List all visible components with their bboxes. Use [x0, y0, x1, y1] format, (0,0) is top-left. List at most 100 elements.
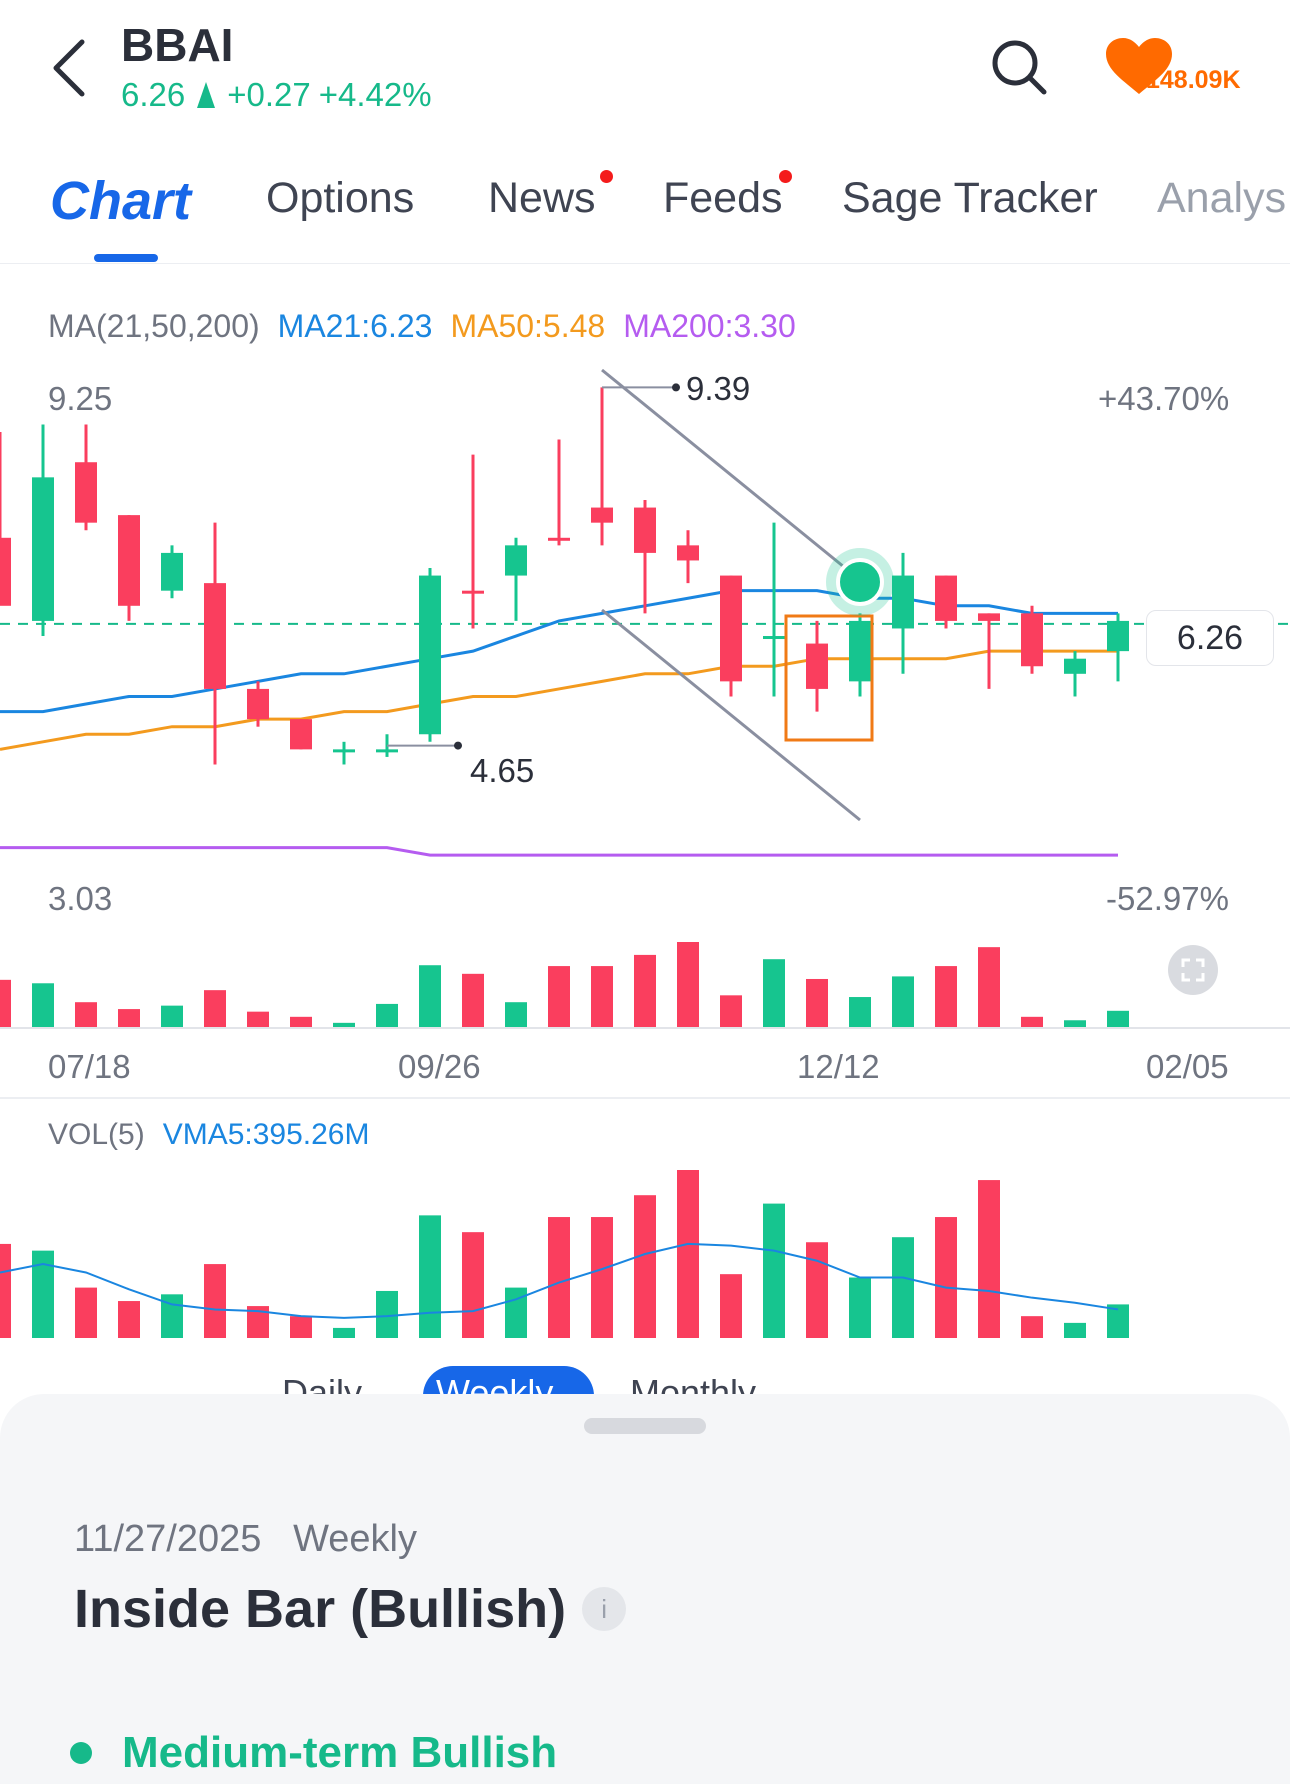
ticker-symbol: BBAI — [121, 19, 234, 71]
signal-marker — [836, 558, 884, 606]
feeds-badge — [779, 170, 792, 183]
inside-bar-highlight — [784, 614, 874, 742]
mini-volume-bar — [677, 942, 699, 1028]
tab-bar: Chart Options News Feeds Sage Tracker An… — [0, 150, 1290, 264]
price-change-pct: +4.42% — [318, 76, 432, 113]
candle-body — [161, 552, 183, 591]
mini-volume-bar — [892, 976, 914, 1028]
volume-bar — [32, 1250, 54, 1338]
mini-volume-bar — [0, 979, 11, 1028]
volume-bar — [462, 1232, 484, 1338]
mini-volume-bar — [935, 966, 957, 1028]
candle-body — [935, 575, 957, 621]
ma200-value: MA200:3.30 — [623, 308, 796, 344]
volume-bar — [118, 1301, 140, 1338]
volume-bar — [247, 1306, 269, 1338]
mini-volume-bar — [1064, 1020, 1086, 1028]
pattern-date: 11/27/2025 — [74, 1518, 262, 1560]
tab-news[interactable]: News — [488, 174, 596, 222]
pattern-bottom-sheet: 11/27/2025 Weekly Inside Bar (Bullish) i… — [0, 1394, 1290, 1784]
price-change: +0.27 — [227, 76, 311, 113]
volume-bar — [1021, 1316, 1043, 1338]
mini-volume-bar — [333, 1022, 355, 1028]
price-quote: 6.26 +0.27 +4.42% — [121, 76, 432, 114]
candle-body — [0, 537, 11, 606]
pattern-date-line: 11/27/2025 Weekly — [74, 1518, 417, 1561]
bias-dot-icon — [70, 1742, 92, 1764]
volume-bar — [161, 1294, 183, 1338]
mini-volume-bar — [204, 990, 226, 1028]
ma50-line — [0, 649, 1118, 751]
volume-bar — [548, 1217, 570, 1338]
vma5-line — [0, 1242, 1119, 1319]
heart-icon — [1106, 38, 1172, 94]
volume-bar — [290, 1316, 312, 1338]
back-arrow-icon[interactable] — [48, 36, 92, 100]
active-tab-indicator — [94, 254, 158, 262]
trendline-lower — [601, 608, 861, 822]
volume-bar — [677, 1170, 699, 1338]
tab-sage-tracker[interactable]: Sage Tracker — [842, 174, 1098, 222]
sheet-drag-handle[interactable] — [584, 1418, 706, 1434]
volume-bar — [0, 1243, 11, 1338]
tab-chart[interactable]: Chart — [50, 171, 192, 231]
candle-body — [978, 613, 1000, 621]
candle-body — [763, 636, 785, 640]
header: BBAI 6.26 +0.27 +4.42% 148.09K — [0, 0, 1290, 130]
mini-volume-bar — [978, 947, 1000, 1028]
candle-body — [634, 507, 656, 553]
mini-volume-bar — [462, 973, 484, 1028]
price-axis-low: 3.03 — [48, 880, 113, 917]
volume-bar — [591, 1217, 613, 1338]
candle-body — [419, 575, 441, 735]
pct-axis-high: +43.70% — [1098, 380, 1230, 417]
ma200-line — [0, 846, 1118, 857]
volume-bar — [978, 1180, 1000, 1338]
mini-volume-bar — [806, 978, 828, 1028]
candle-body — [376, 749, 398, 753]
candle-body — [204, 583, 226, 689]
favorite-count: 148.09K — [1146, 66, 1241, 94]
tab-feeds[interactable]: Feeds — [663, 174, 783, 222]
x-label-1: 07/18 — [48, 1048, 131, 1085]
ma50-value: MA50:5.48 — [450, 308, 606, 344]
search-icon[interactable] — [990, 38, 1048, 96]
mini-volume-bar — [419, 965, 441, 1028]
candle-body — [32, 477, 54, 621]
mini-volume-bar — [763, 959, 785, 1028]
marked-low-label: 4.65 — [470, 752, 535, 789]
volume-bar — [806, 1242, 828, 1338]
mini-volume-bar — [720, 995, 742, 1028]
candle-body — [849, 620, 871, 682]
tab-options[interactable]: Options — [266, 174, 415, 222]
expand-icon[interactable] — [1168, 945, 1218, 995]
pct-axis-low: -52.97% — [1106, 880, 1229, 917]
info-icon[interactable]: i — [582, 1587, 627, 1631]
x-label-2: 09/26 — [398, 1048, 481, 1085]
volume-bar — [892, 1237, 914, 1338]
volume-legend: VOL(5) VMA5:395.26M — [48, 1118, 369, 1152]
candle-body — [806, 643, 828, 689]
favorite-button[interactable]: 148.09K — [1104, 36, 1284, 100]
vma-value: VMA5:395.26M — [162, 1118, 370, 1151]
volume-bar — [763, 1203, 785, 1338]
volume-bar — [935, 1217, 957, 1338]
candle-body — [118, 515, 140, 606]
tab-analysis[interactable]: Analys — [1157, 174, 1287, 222]
pattern-title: Inside Bar (Bullish) — [74, 1579, 567, 1639]
volume-bar — [720, 1274, 742, 1338]
low-marker-dot — [454, 741, 462, 750]
mini-volume-bar — [290, 1016, 312, 1028]
last-price: 6.26 — [121, 76, 186, 113]
signal-marker-halo — [826, 548, 894, 616]
volume-bar — [505, 1287, 527, 1338]
candle-body — [505, 545, 527, 576]
price-axis-high: 9.25 — [48, 380, 113, 417]
volume-bar — [634, 1195, 656, 1338]
candle-body — [462, 590, 484, 594]
volume-bar — [376, 1290, 398, 1338]
ma21-value: MA21:6.23 — [277, 308, 433, 344]
ma-title: MA(21,50,200) — [48, 308, 260, 344]
mini-volume-bar — [161, 1005, 183, 1028]
candle-body — [290, 719, 312, 750]
